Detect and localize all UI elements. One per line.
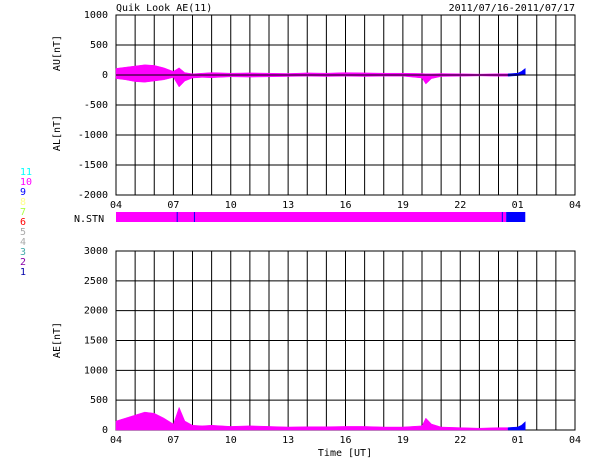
x-tick-label: 04 (110, 435, 122, 446)
x-tick-label: 04 (569, 435, 581, 446)
y-tick-label: 1500 (84, 336, 108, 347)
y-tick-label: -1000 (78, 130, 108, 141)
legend-station-8: 8 (20, 197, 26, 208)
nstn-bar (116, 212, 526, 222)
ae-series-blue (507, 421, 526, 431)
x-axis-label: Time [UT] (318, 448, 372, 459)
ae-series-magenta (115, 406, 509, 431)
x-tick-label: 22 (454, 435, 466, 446)
y-label-al: AL[nT] (52, 115, 63, 151)
x-tick-label: 04 (110, 200, 122, 211)
nstn-segment-9 (506, 212, 526, 222)
x-tick-label: 01 (512, 435, 524, 446)
y-tick-label: 1000 (84, 10, 108, 21)
x-tick-label: 13 (282, 200, 294, 211)
legend-station-10: 10 (20, 177, 32, 188)
nstn-label: N.STN (74, 214, 104, 225)
x-tick-label: 19 (397, 435, 409, 446)
legend-station-4: 4 (20, 237, 26, 248)
legend-station-5: 5 (20, 227, 26, 238)
y-label-ae: AE[nT] (52, 322, 63, 358)
y-tick-label: 2000 (84, 306, 108, 317)
chart-title: Quik Look AE(11) (116, 3, 212, 14)
x-tick-label: 10 (225, 435, 237, 446)
x-tick-label: 16 (339, 435, 351, 446)
y-label-au: AU[nT] (52, 35, 63, 71)
y-tick-label: 0 (102, 70, 108, 81)
legend-station-9: 9 (20, 187, 26, 198)
legend-station-11: 11 (20, 167, 32, 178)
y-tick-label: -1500 (78, 160, 108, 171)
x-tick-label: 19 (397, 200, 409, 211)
y-tick-label: -500 (84, 100, 108, 111)
panel-frame (115, 14, 576, 196)
y-tick-label: 0 (102, 425, 108, 436)
legend-station-1: 1 (20, 267, 26, 278)
y-tick-label: 3000 (84, 246, 108, 257)
y-tick-label: 2500 (84, 276, 108, 287)
x-tick-label: 04 (569, 200, 581, 211)
date-range: 2011/07/16-2011/07/17 (449, 3, 575, 14)
au-al-series-magenta (115, 64, 509, 88)
x-tick-label: 07 (167, 200, 179, 211)
legend-station-2: 2 (20, 257, 26, 268)
x-tick-label: 10 (225, 200, 237, 211)
x-tick-label: 01 (512, 200, 524, 211)
x-tick-label: 13 (282, 435, 294, 446)
y-tick-label: -2000 (78, 190, 108, 201)
legend-station-3: 3 (20, 247, 26, 258)
y-tick-label: 500 (90, 40, 108, 51)
legend-station-7: 7 (20, 207, 26, 218)
y-tick-label: 1000 (84, 365, 108, 376)
x-tick-label: 16 (339, 200, 351, 211)
x-tick-label: 22 (454, 200, 466, 211)
legend-station-6: 6 (20, 217, 26, 228)
x-tick-label: 07 (167, 435, 179, 446)
nstn-segment-10 (116, 212, 507, 222)
y-tick-label: 500 (90, 395, 108, 406)
